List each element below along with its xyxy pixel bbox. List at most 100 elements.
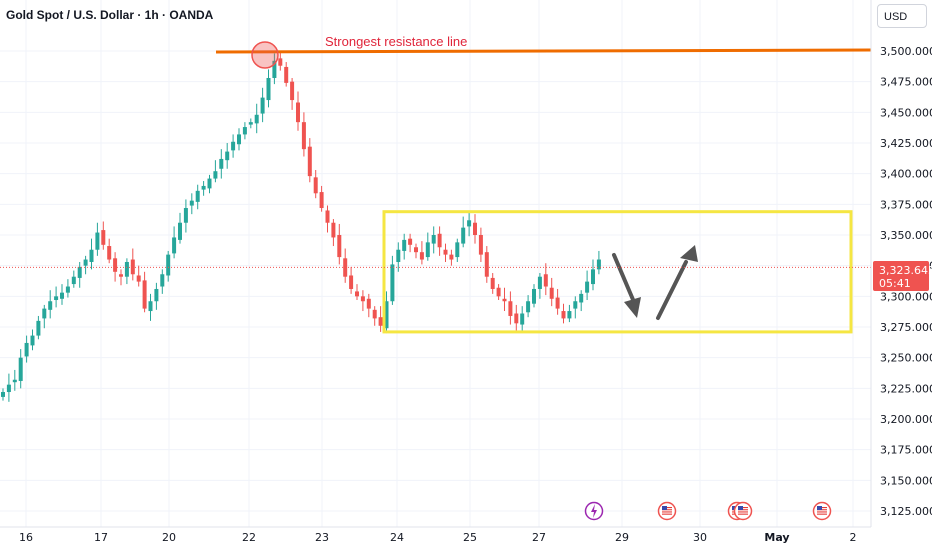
us-flag-icon[interactable] <box>733 501 753 521</box>
candle-body <box>213 171 218 179</box>
x-tick-label: 16 <box>19 531 33 544</box>
candle-body <box>402 239 407 251</box>
candle-body <box>278 58 283 66</box>
time-axis: 16 17 20 22 23 24 25 27 29 30 May 2 <box>0 526 871 544</box>
y-tick-label: 3,450.000 <box>880 106 932 119</box>
y-tick-label: 3,300.000 <box>880 290 932 303</box>
candle-body <box>77 266 82 278</box>
candle-body <box>567 311 572 319</box>
candle-body <box>219 158 224 169</box>
candle-body <box>537 276 542 289</box>
candle-body <box>42 308 47 319</box>
y-tick-label: 3,200.000 <box>880 413 932 426</box>
candle-body <box>496 287 501 297</box>
candle-body <box>166 254 171 276</box>
candle-body <box>154 288 159 302</box>
candle-body <box>437 233 442 248</box>
resistance-label: Strongest resistance line <box>325 34 467 49</box>
x-tick-label: 2 <box>850 531 857 544</box>
candle-body <box>555 297 560 309</box>
candle-body <box>89 249 94 262</box>
candle-body <box>579 293 584 303</box>
candle-body <box>231 141 236 151</box>
candle-body <box>591 269 595 285</box>
x-tick-label: 24 <box>390 531 404 544</box>
y-tick-label: 3,400.000 <box>880 168 932 181</box>
candle-body <box>366 298 371 309</box>
y-tick-label: 3,475.000 <box>880 76 932 89</box>
candle-body <box>172 237 177 254</box>
candle-body <box>119 274 123 277</box>
candle-body <box>467 220 472 227</box>
candle-body <box>124 261 129 277</box>
candle-body <box>378 317 383 326</box>
x-tick-label: 29 <box>615 531 629 544</box>
candle-body <box>455 242 460 258</box>
candle-body <box>355 291 359 297</box>
candle-body <box>543 274 548 287</box>
candle-body <box>408 238 413 245</box>
candle-body <box>372 309 377 319</box>
candle-body <box>461 227 466 244</box>
y-tick-label: 3,500.000 <box>880 45 932 58</box>
x-tick-label: May <box>764 531 789 544</box>
candle-body <box>349 275 354 289</box>
candle-body <box>490 277 495 289</box>
candle-body <box>384 301 389 329</box>
candle-body <box>502 298 507 302</box>
candle-body <box>48 301 53 310</box>
candle-body <box>6 384 11 393</box>
candle-body <box>60 292 64 299</box>
candle-body <box>520 313 525 325</box>
candle-body <box>390 264 395 302</box>
candle-body <box>484 252 489 277</box>
candle-body <box>532 288 536 304</box>
candle-body <box>12 379 17 383</box>
symbol-title: Gold Spot / U.S. Dollar · 1h · OANDA <box>6 8 214 22</box>
y-tick-label: 3,375.000 <box>880 198 932 211</box>
candle-body <box>237 134 241 145</box>
y-tick-label: 3,175.000 <box>880 444 932 457</box>
y-tick-label: 3,125.000 <box>880 505 932 518</box>
current-price-tag: 3,323.645 05:41 <box>873 261 932 291</box>
candle-body <box>585 281 590 293</box>
x-tick-label: 25 <box>463 531 477 544</box>
candle-body <box>136 275 141 282</box>
candle-body <box>508 301 513 316</box>
candle-body <box>95 232 100 250</box>
candle-body <box>71 276 76 285</box>
y-tick-label: 3,250.000 <box>880 352 932 365</box>
chart-annotations: Strongest resistance line <box>0 34 872 334</box>
candle-body <box>160 274 165 287</box>
resistance-line[interactable] <box>215 48 872 54</box>
candle-body <box>561 311 566 319</box>
candle-body <box>573 301 578 309</box>
candle-body <box>325 210 330 223</box>
candle-body <box>266 77 271 101</box>
chart-grid <box>0 0 871 527</box>
y-tick-label: 3,275.000 <box>880 321 932 334</box>
us-flag-icon[interactable] <box>657 501 677 521</box>
y-tick-label: 3,350.000 <box>880 229 932 242</box>
flash-icon[interactable] <box>584 501 604 521</box>
x-tick-label: 20 <box>162 531 176 544</box>
y-tick-label: 3,225.000 <box>880 382 932 395</box>
candle-body <box>242 127 247 135</box>
candle-body <box>396 249 401 262</box>
candle-body <box>272 60 277 78</box>
us-flag-icon[interactable] <box>812 501 832 521</box>
consolidation-box[interactable] <box>382 210 853 334</box>
candlestick-series <box>1 52 601 402</box>
candle-body <box>549 287 554 299</box>
candle-body <box>260 97 265 114</box>
candle-body <box>189 200 194 206</box>
current-price-value: 3,323.645 <box>879 264 932 277</box>
currency-selector[interactable]: USD <box>877 4 927 28</box>
candle-body <box>54 296 59 301</box>
candle-body <box>526 301 531 313</box>
x-tick-label: 17 <box>94 531 108 544</box>
candle-body <box>207 178 212 189</box>
candle-body <box>296 102 300 123</box>
x-tick-label: 23 <box>315 531 329 544</box>
